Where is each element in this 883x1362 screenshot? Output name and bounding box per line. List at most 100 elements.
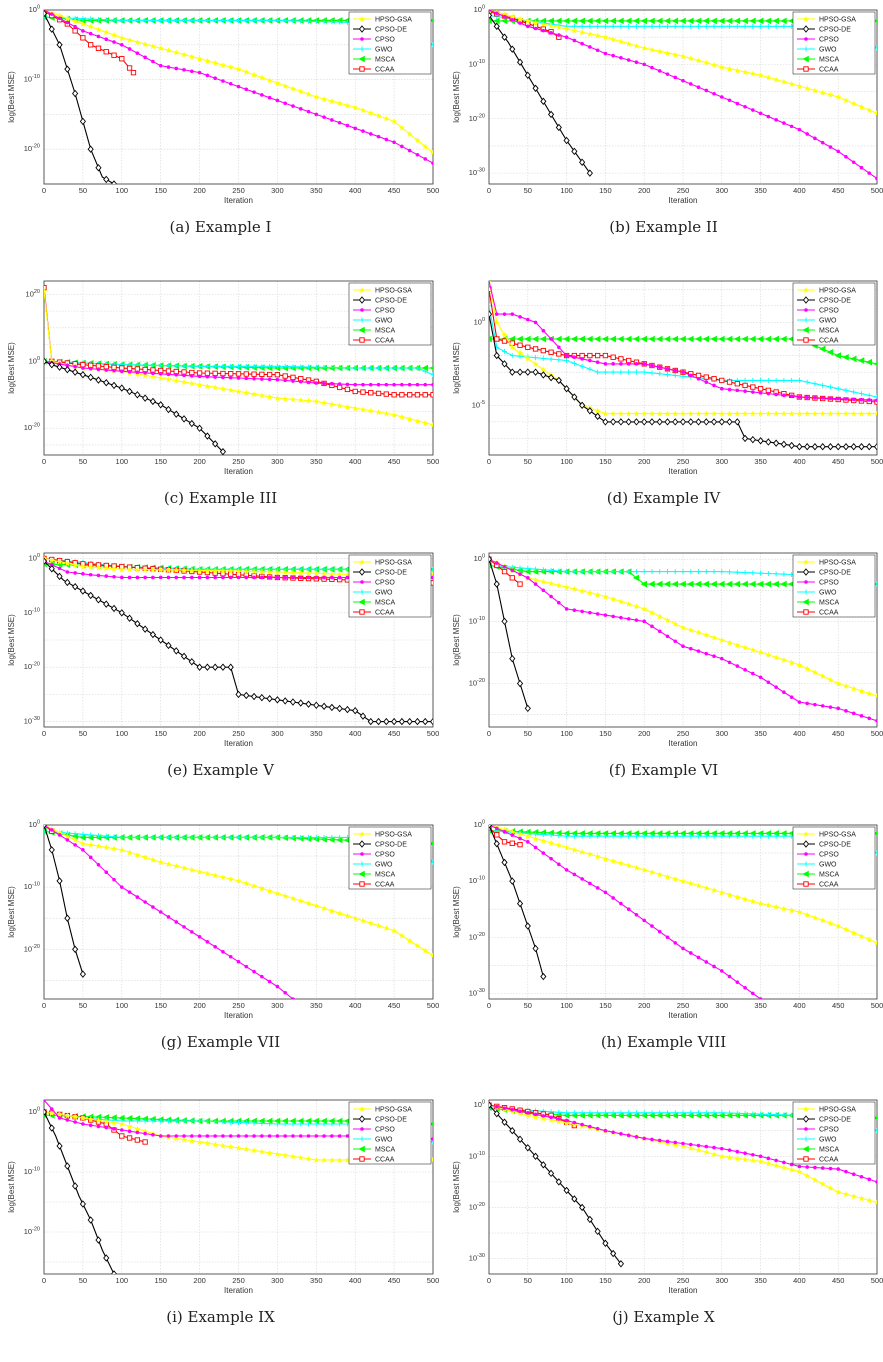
data-point xyxy=(197,834,203,840)
data-point xyxy=(866,410,873,417)
data-point xyxy=(95,164,102,172)
data-point xyxy=(266,77,273,84)
data-point xyxy=(321,1121,327,1127)
x-tick-label: 500 xyxy=(427,186,440,195)
y-tick-label: 10-20 xyxy=(24,1227,40,1237)
data-point xyxy=(313,364,319,370)
data-point xyxy=(641,833,647,839)
data-point xyxy=(243,363,249,369)
data-point xyxy=(188,866,195,873)
x-tick-label: 250 xyxy=(232,457,245,466)
data-point xyxy=(618,833,624,839)
data-point xyxy=(765,902,772,909)
data-point xyxy=(540,578,547,585)
data-point xyxy=(633,833,639,839)
x-tick-label: 200 xyxy=(193,457,206,466)
data-point xyxy=(758,23,764,29)
data-point xyxy=(44,1108,48,1116)
data-point xyxy=(267,363,273,369)
data-point xyxy=(696,569,702,575)
data-point xyxy=(190,69,194,74)
data-point xyxy=(673,75,678,80)
data-point xyxy=(750,384,756,390)
x-tick-label: 400 xyxy=(349,457,362,466)
data-point xyxy=(751,1152,755,1157)
data-point xyxy=(633,42,640,49)
legend-marker xyxy=(358,840,366,848)
data-point xyxy=(580,357,584,361)
data-point xyxy=(489,828,492,834)
data-point xyxy=(204,1118,210,1124)
data-point xyxy=(587,1110,593,1116)
data-point xyxy=(579,23,585,29)
data-point xyxy=(158,372,163,376)
data-point xyxy=(851,397,856,402)
legend-marker xyxy=(359,46,365,52)
data-point xyxy=(773,833,779,839)
data-point xyxy=(392,382,396,387)
legend-marker xyxy=(803,337,809,343)
data-point xyxy=(219,874,226,881)
data-point xyxy=(111,32,118,39)
data-point xyxy=(533,320,538,325)
data-point xyxy=(322,575,326,580)
data-point xyxy=(572,38,577,43)
x-tick-label: 0 xyxy=(487,186,491,195)
data-point xyxy=(611,614,615,619)
data-point xyxy=(757,386,764,392)
data-point xyxy=(329,19,335,25)
data-point xyxy=(641,23,647,29)
data-point xyxy=(314,112,319,117)
legend-box xyxy=(792,1101,876,1165)
y-tick-label: 10-30 xyxy=(24,716,40,726)
legend-label: CPSO-DE xyxy=(819,570,851,577)
data-point xyxy=(702,17,710,25)
data-point xyxy=(430,421,433,428)
data-point xyxy=(836,706,840,711)
data-point xyxy=(243,389,250,396)
data-point xyxy=(557,862,561,867)
data-point xyxy=(111,834,117,840)
legend-marker xyxy=(802,25,810,33)
data-point xyxy=(314,1134,319,1138)
data-point xyxy=(79,370,86,379)
data-point xyxy=(142,1118,148,1124)
data-point xyxy=(758,1154,763,1159)
data-point xyxy=(804,379,810,385)
legend-marker xyxy=(358,55,365,63)
data-point xyxy=(112,877,116,882)
data-point xyxy=(532,360,539,367)
data-point xyxy=(844,709,848,713)
data-point xyxy=(260,575,264,580)
data-point xyxy=(633,410,640,417)
data-point xyxy=(743,104,747,109)
data-point xyxy=(289,1153,296,1160)
data-point xyxy=(212,384,219,391)
legend-box xyxy=(792,282,876,346)
data-point xyxy=(648,869,655,876)
data-point xyxy=(48,846,55,854)
data-point xyxy=(96,573,101,578)
data-point xyxy=(532,944,539,953)
data-point xyxy=(188,53,195,60)
data-point xyxy=(267,575,272,580)
data-point xyxy=(111,845,118,852)
data-point xyxy=(95,45,102,51)
data-point xyxy=(130,69,137,76)
data-point xyxy=(430,566,433,572)
data-point xyxy=(827,1185,834,1192)
data-point xyxy=(626,617,631,621)
x-tick-label: 100 xyxy=(116,1001,129,1010)
data-point xyxy=(407,392,413,398)
data-point xyxy=(422,368,428,374)
y-tick-label: 10-20 xyxy=(469,1202,485,1212)
data-point xyxy=(680,23,686,29)
data-point xyxy=(789,695,794,699)
data-point xyxy=(516,679,524,688)
x-tick-label: 400 xyxy=(349,729,362,738)
data-point xyxy=(166,915,171,919)
legend-marker xyxy=(358,1145,365,1153)
data-point xyxy=(548,22,555,29)
chart-caption: (d) Example IV xyxy=(606,489,721,507)
data-point xyxy=(773,1112,779,1118)
